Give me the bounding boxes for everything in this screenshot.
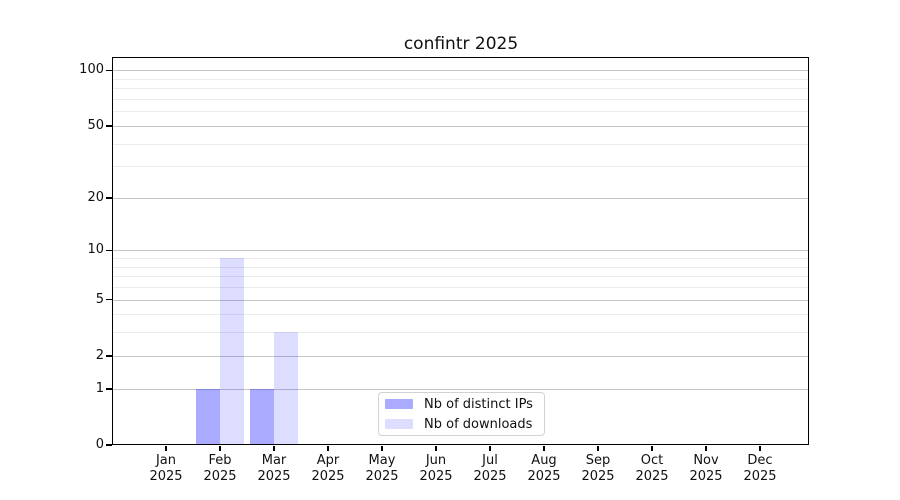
bar-mar-distinct-ips bbox=[250, 388, 274, 445]
gridline-minor bbox=[113, 332, 809, 334]
x-tick-label-feb: Feb 2025 bbox=[188, 453, 252, 484]
x-tick bbox=[651, 446, 653, 451]
x-tick-label-year: 2025 bbox=[311, 468, 345, 484]
gridline-minor bbox=[113, 266, 809, 268]
legend-item-downloads: Nb of downloads bbox=[379, 414, 544, 434]
gridline-major bbox=[113, 125, 809, 127]
y-tick bbox=[106, 388, 112, 390]
x-tick-label-apr: Apr 2025 bbox=[296, 453, 360, 484]
gridline-major bbox=[113, 250, 809, 252]
x-tick-label-nov: Nov 2025 bbox=[674, 453, 738, 484]
gridline-major bbox=[113, 299, 809, 301]
gridline-major bbox=[113, 388, 809, 390]
x-axis-tick-labels: Jan 2025 Feb 2025 Mar 2025 Apr 2025 May 2025 Jun 20… bbox=[113, 453, 809, 493]
y-tick bbox=[106, 298, 112, 301]
y-tick bbox=[106, 444, 112, 446]
gridline-major bbox=[113, 70, 809, 72]
legend-item-distinct-ips: Nb of distinct IPs bbox=[379, 394, 544, 414]
x-tick bbox=[597, 446, 599, 451]
x-tick-label-year: 2025 bbox=[527, 468, 561, 484]
y-tick-label-10: 10 bbox=[87, 242, 104, 258]
x-tick-label-jul: Jul 2025 bbox=[458, 453, 522, 484]
bar-mar-downloads bbox=[274, 332, 298, 445]
x-tick-label-year: 2025 bbox=[581, 468, 615, 484]
x-tick bbox=[543, 446, 545, 451]
x-tick-label-dec: Dec 2025 bbox=[728, 453, 792, 484]
x-tick-label-oct: Oct 2025 bbox=[620, 453, 684, 484]
x-tick bbox=[273, 446, 275, 451]
y-tick bbox=[106, 69, 112, 71]
x-tick bbox=[381, 446, 383, 451]
y-tick-label-2: 2 bbox=[95, 347, 104, 363]
x-tick-label-year: 2025 bbox=[635, 468, 669, 484]
gridline-minor bbox=[113, 111, 809, 113]
x-tick-label-year: 2025 bbox=[743, 468, 777, 484]
y-tick bbox=[106, 197, 112, 199]
gridline-minor bbox=[113, 78, 809, 80]
x-tick-label-year: 2025 bbox=[689, 468, 723, 484]
x-tick bbox=[489, 446, 491, 451]
gridline-minor bbox=[113, 258, 809, 259]
y-tick bbox=[106, 125, 112, 127]
legend-label-distinct-ips: Nb of distinct IPs bbox=[424, 396, 533, 412]
x-tick-label-aug: Aug 2025 bbox=[512, 453, 576, 484]
gridline-minor bbox=[113, 98, 809, 100]
gridline-minor bbox=[113, 287, 809, 288]
y-tick-label-50: 50 bbox=[87, 117, 104, 133]
x-tick-label-year: 2025 bbox=[203, 468, 237, 484]
legend: Nb of distinct IPs Nb of downloads bbox=[378, 392, 545, 436]
legend-swatch-distinct-ips bbox=[385, 399, 413, 409]
x-tick-label-sep: Sep 2025 bbox=[566, 453, 630, 484]
bar-feb-distinct-ips bbox=[196, 388, 220, 445]
y-tick-label-100: 100 bbox=[79, 62, 104, 78]
x-tick bbox=[759, 446, 761, 451]
gridline-major bbox=[113, 197, 809, 199]
x-tick-label-mar: Mar 2025 bbox=[242, 453, 306, 484]
x-tick bbox=[219, 446, 221, 451]
x-tick-label-year: 2025 bbox=[473, 468, 507, 484]
plot-area bbox=[113, 58, 809, 445]
gridline-minor bbox=[113, 314, 809, 316]
gridline-major bbox=[113, 355, 809, 357]
x-tick-label-year: 2025 bbox=[419, 468, 453, 484]
y-tick bbox=[106, 249, 112, 252]
y-tick-label-0: 0 bbox=[95, 437, 104, 452]
chart-title: confintr 2025 bbox=[403, 34, 519, 54]
x-tick bbox=[435, 446, 437, 451]
legend-label-downloads: Nb of downloads bbox=[424, 416, 533, 432]
x-tick-label-year: 2025 bbox=[257, 468, 291, 484]
y-tick-label-1: 1 bbox=[95, 380, 104, 396]
gridline-minor bbox=[113, 88, 809, 90]
y-axis-tick-labels: 0 1 2 5 10 20 50 100 bbox=[30, 0, 104, 500]
x-tick-label-jan: Jan 2025 bbox=[134, 453, 198, 484]
x-tick-label-year: 2025 bbox=[365, 468, 399, 484]
gridline-minor bbox=[113, 276, 809, 278]
gridline-minor bbox=[113, 166, 809, 168]
x-tick-label-year: 2025 bbox=[149, 468, 183, 484]
bar-feb-downloads bbox=[220, 258, 244, 445]
y-tick-label-20: 20 bbox=[87, 189, 104, 205]
legend-swatch-downloads bbox=[385, 419, 413, 429]
x-tick bbox=[705, 446, 707, 451]
x-tick bbox=[327, 446, 329, 451]
x-tick bbox=[165, 446, 167, 451]
y-tick bbox=[106, 355, 112, 357]
gridline-minor bbox=[113, 143, 809, 145]
x-tick-label-jun: Jun 2025 bbox=[404, 453, 468, 484]
y-tick-label-5: 5 bbox=[95, 291, 104, 307]
x-tick-label-may: May 2025 bbox=[350, 453, 414, 484]
